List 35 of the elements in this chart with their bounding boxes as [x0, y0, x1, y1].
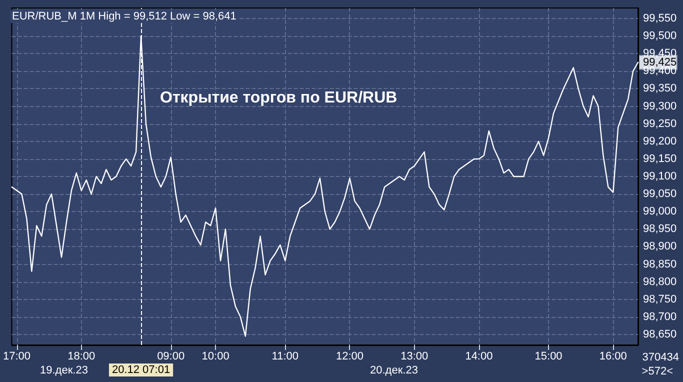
y-tick-label: 99,050 — [643, 188, 677, 200]
text: 19.дек.23 — [40, 364, 88, 376]
x-tick-label: 20.12 07:01 — [112, 364, 170, 376]
x-tick-label: 17:00 — [3, 350, 31, 362]
y-tick-label: 98,700 — [643, 310, 677, 323]
y-tick-label: 99,350 — [643, 82, 677, 95]
y-tick-label: 99,500 — [643, 30, 677, 42]
y-tick-label: 98,650 — [643, 328, 677, 340]
x-tick-label: 13:00 — [400, 350, 428, 362]
text: 370434 — [642, 352, 680, 364]
text: >572< — [642, 366, 673, 378]
x-tick-label: 12:00 — [336, 350, 364, 362]
x-tick-label: 16:00 — [599, 350, 627, 362]
chart-title: EUR/RUB_M 1M High = 99,512 Low = 98,641 — [12, 10, 236, 22]
y-tick-label: 98,800 — [643, 276, 677, 288]
x-tick-label: 09:00 — [157, 350, 185, 362]
y-tick-label: 99,150 — [643, 152, 677, 165]
x-tick-label: 15:00 — [534, 350, 562, 362]
x-tick-label: 18:00 — [68, 350, 96, 362]
annotation: Открытие торгов по EUR/RUB — [160, 90, 398, 106]
y-tick-label: 98,950 — [643, 223, 677, 236]
y-tick-label: 98,750 — [643, 293, 677, 306]
y-tick-label: 99,550 — [643, 12, 677, 25]
x-tick-label: 10:00 — [202, 350, 230, 362]
y-tick-label: 99,100 — [643, 170, 677, 182]
annotation: 99,425 — [643, 56, 677, 68]
y-tick-label: 99,200 — [643, 135, 677, 148]
y-tick-label: 99,250 — [643, 118, 677, 130]
y-tick-label: 98,900 — [643, 240, 677, 253]
y-tick-label: 99,000 — [643, 206, 677, 218]
x-tick-label: 14:00 — [465, 350, 493, 362]
text: 20.дек.23 — [370, 364, 418, 376]
x-tick-label: 11:00 — [272, 350, 298, 362]
y-tick-label: 99,300 — [643, 100, 677, 112]
y-tick-label: 98,850 — [643, 258, 677, 270]
